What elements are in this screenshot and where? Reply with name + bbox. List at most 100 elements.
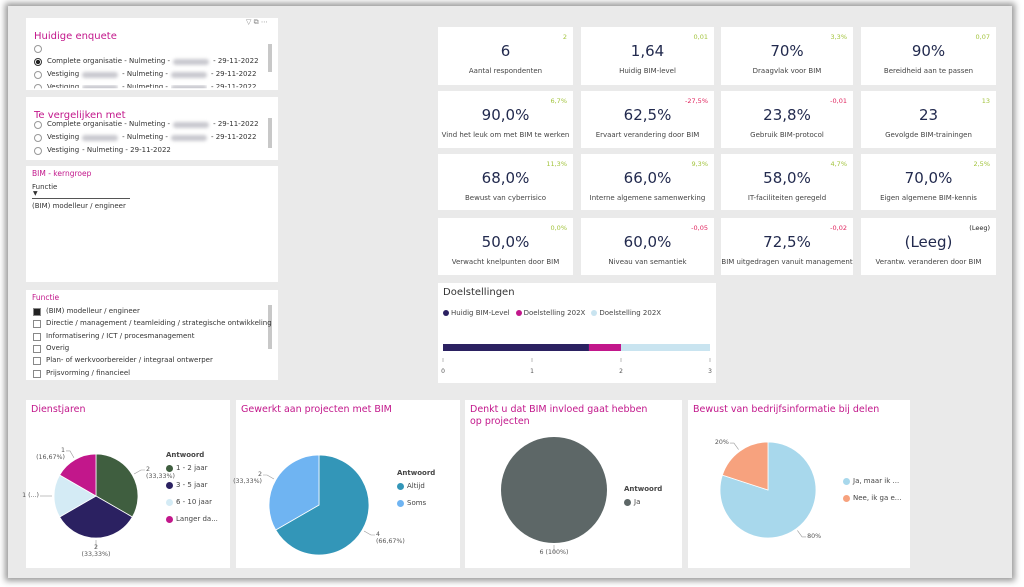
checkbox[interactable] [33,357,41,366]
slicer-item-text[interactable]: Complete organisatie - Nulmeting - [47,120,171,128]
kpi-card [721,91,853,148]
kpi-delta: -0,05 [691,224,708,232]
slicer-item-text[interactable]: - 29-11-2022 [213,57,259,65]
slicer-item-text[interactable]: - 29-11-2022 [210,133,257,141]
bar-segment [443,344,589,351]
kpi-label: IT-faciliteiten geregeld [747,194,827,202]
kpi-card [581,91,714,148]
kpi-card [861,154,996,210]
pie-slice [275,454,370,556]
legend-swatch [166,465,173,472]
redacted-text [170,72,207,78]
redacted-text [173,122,210,128]
slicer-item-text[interactable]: - 29-11-2022 [210,83,257,91]
slicer-item-text[interactable]: - Nulmeting - 29-11-2022 [82,146,171,154]
slicer-title: BIM - kerngroep [32,169,92,178]
kpi-value: 58,0% [763,169,811,187]
checkbox[interactable] [33,308,41,316]
kpi-card [721,27,853,85]
slicer-item-text[interactable]: Plan- of werkvoorbereider / integraal on… [46,356,213,365]
legend-label: Doelstelling 202X [523,308,586,317]
slicer-item-text[interactable]: - Nulmeting - [122,83,168,91]
slicer-item-text[interactable]: Vestiging [47,133,80,141]
slicer-item-text[interactable]: Vestiging [47,70,80,78]
radio[interactable] [34,134,42,142]
kpi-delta: 4,7% [830,160,847,168]
slicer-item-text[interactable]: - 29-11-2022 [213,120,259,128]
kpi-card [581,154,714,210]
slicer-item-text[interactable]: Directie / management / teamleiding / st… [46,319,272,328]
kpi-label: Verwacht knelpunten door BIM [451,258,560,266]
slicer-item-text[interactable]: Prijsvorming / financieel [46,368,131,377]
slicer-item-text[interactable]: Vestiging [47,83,80,91]
kpi-card [438,154,573,210]
kpi-card [721,154,853,210]
redacted-text [82,72,119,78]
kpi-value: 50,0% [481,233,530,251]
kpi-card [721,218,853,275]
legend-title: Antwoord [166,451,205,459]
kpi-delta: 0,07 [975,33,990,41]
kpi-delta: 2,5% [973,160,990,168]
bar-segment [588,344,621,351]
kpi-label: Interne algemene samenwerking [589,194,706,202]
slicer-item-text[interactable]: Complete organisatie - Nulmeting - [47,57,171,65]
kpi-label: Vind het leuk om met BIM te werken [441,131,570,139]
slicer-panel [26,290,278,380]
visual-header-icons[interactable]: ▽ ⧉ ⋯ [246,18,268,26]
kpi-value: 23,8% [763,106,811,124]
slicer-item-text[interactable]: Overig [46,343,70,352]
legend-swatch [843,478,850,485]
dropdown-arrow[interactable]: ▼ [33,190,38,197]
leader-line [263,474,275,480]
dropdown-field: Functie [32,183,58,191]
radio[interactable] [34,121,42,129]
radio[interactable] [34,71,42,79]
radio[interactable] [34,84,42,89]
pie-slice [501,437,607,543]
scrollbar[interactable] [268,118,272,148]
kpi-label: Ervaart verandering door BIM [595,131,700,139]
checkbox[interactable] [33,332,41,341]
leader-line [66,450,75,459]
kpi-value: 90% [911,42,946,60]
legend-swatch [624,499,631,506]
legend-title: Antwoord [624,485,663,493]
checkbox[interactable] [33,369,41,378]
kpi-delta: 13 [981,97,990,105]
slicer-item-text[interactable]: Vestiging [47,146,80,154]
radio[interactable] [34,58,42,66]
legend-swatch [166,499,173,506]
slicer-item-text[interactable]: - Nulmeting - [122,70,168,78]
slicer-item-text[interactable]: - Nulmeting - [122,133,168,141]
legend-label: 1 - 2 jaar [176,464,208,472]
kpi-delta: 6,7% [550,97,567,105]
kpi-delta: 0,01 [693,33,708,41]
chart-title: Denkt u dat BIM invloed gaat hebben op p… [470,404,648,427]
radio[interactable] [34,147,42,155]
chart-title: Dienstjaren [31,404,86,415]
chart-title: Doelstellingen [443,287,515,298]
radio[interactable] [34,45,42,53]
slicer-item-text[interactable]: Informatisering / ICT / procesmanagement [46,331,195,340]
checkbox[interactable] [33,344,41,353]
slicer-panel [26,97,278,160]
kpi-delta: 9,3% [691,160,708,168]
kpi-card [438,218,573,275]
kpi-card [861,27,996,85]
dropdown-value[interactable]: (BIM) modelleur / engineer [32,202,126,210]
pie-slice [721,441,769,491]
chart-title: Bewust van bedrijfsinformatie bij delen [693,404,880,415]
scrollbar[interactable] [268,305,272,349]
redacted-text [170,85,207,89]
legend-label: Ja [634,498,641,506]
scrollbar[interactable] [268,44,272,72]
slicer-title: Huidige enquete [34,31,117,42]
slicer-item-text[interactable]: (BIM) modelleur / engineer [46,307,140,315]
slicer-item-text[interactable]: - 29-11-2022 [210,70,257,78]
x-tick-label: 0 [441,368,445,375]
checkbox[interactable] [33,320,41,329]
kpi-label: Eigen algemene BIM-kennis [880,194,977,202]
